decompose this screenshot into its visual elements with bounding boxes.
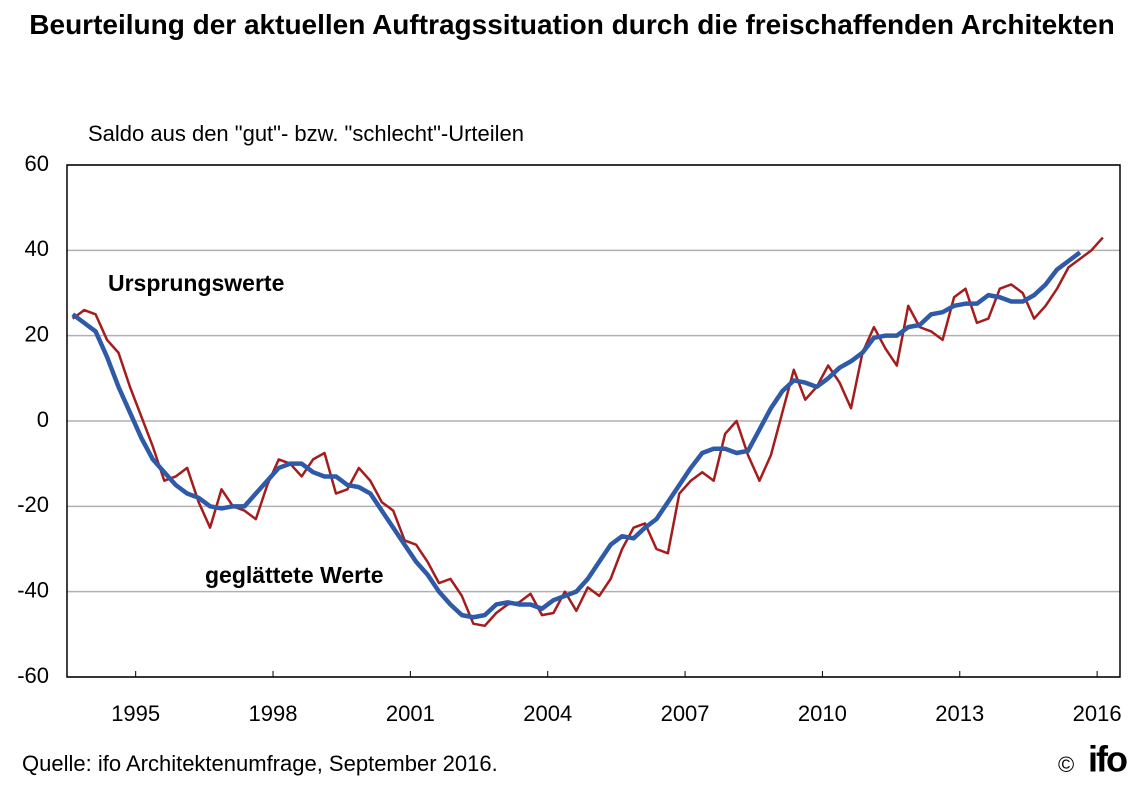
y-tick-label: 0 <box>37 407 49 432</box>
x-tick-label: 1998 <box>249 701 298 726</box>
y-tick-label: 60 <box>25 151 49 176</box>
x-tick-label: 1995 <box>111 701 160 726</box>
source: Quelle: ifo Architektenumfrage, Septembe… <box>22 751 498 776</box>
y-tick-label: 40 <box>25 236 49 261</box>
logo: ifo <box>1088 739 1127 780</box>
copyright: © <box>1058 752 1074 777</box>
y-tick-label: -40 <box>17 577 49 602</box>
legend-label: Ursprungswerte <box>108 270 284 296</box>
chart-title: Beurteilung der aktuellen Auftragssituat… <box>29 9 1115 40</box>
x-tick-label: 2016 <box>1073 701 1122 726</box>
y-axis-title: Saldo aus den "gut"- bzw. "schlecht"-Urt… <box>88 121 524 146</box>
plot-frame <box>66 164 1121 678</box>
x-tick-label: 2010 <box>798 701 847 726</box>
x-tick-label: 2004 <box>523 701 572 726</box>
x-tick-label: 2007 <box>661 701 710 726</box>
line-series <box>71 236 1104 628</box>
y-tick-label: 20 <box>25 321 49 346</box>
x-tick-label: 2001 <box>386 701 435 726</box>
line-series <box>71 250 1082 620</box>
legend-label: geglättete Werte <box>205 562 384 588</box>
y-tick-label: -60 <box>17 663 49 688</box>
y-tick-label: -20 <box>17 492 49 517</box>
x-tick-label: 2013 <box>935 701 984 726</box>
